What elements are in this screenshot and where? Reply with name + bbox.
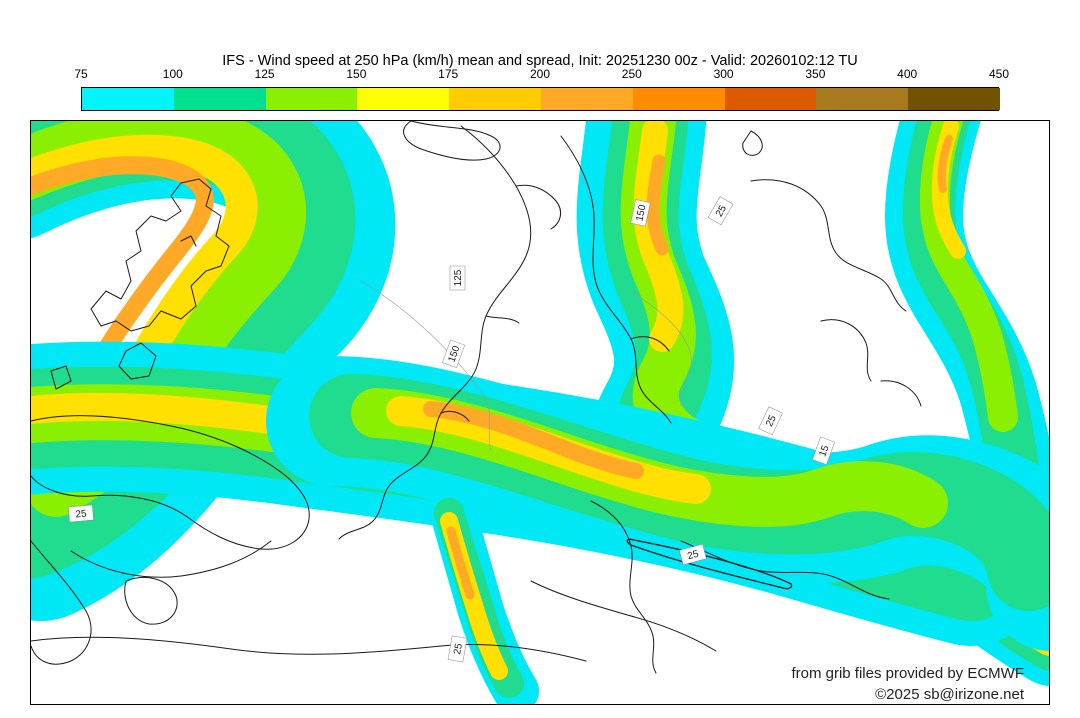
svg-text:from grib files provided by EC: from grib files provided by ECMWF [791,665,1024,682]
svg-text:25: 25 [75,508,87,520]
svg-text:©2025 sb@irizone.net: ©2025 sb@irizone.net [875,686,1025,703]
svg-text:125: 125 [453,269,464,286]
